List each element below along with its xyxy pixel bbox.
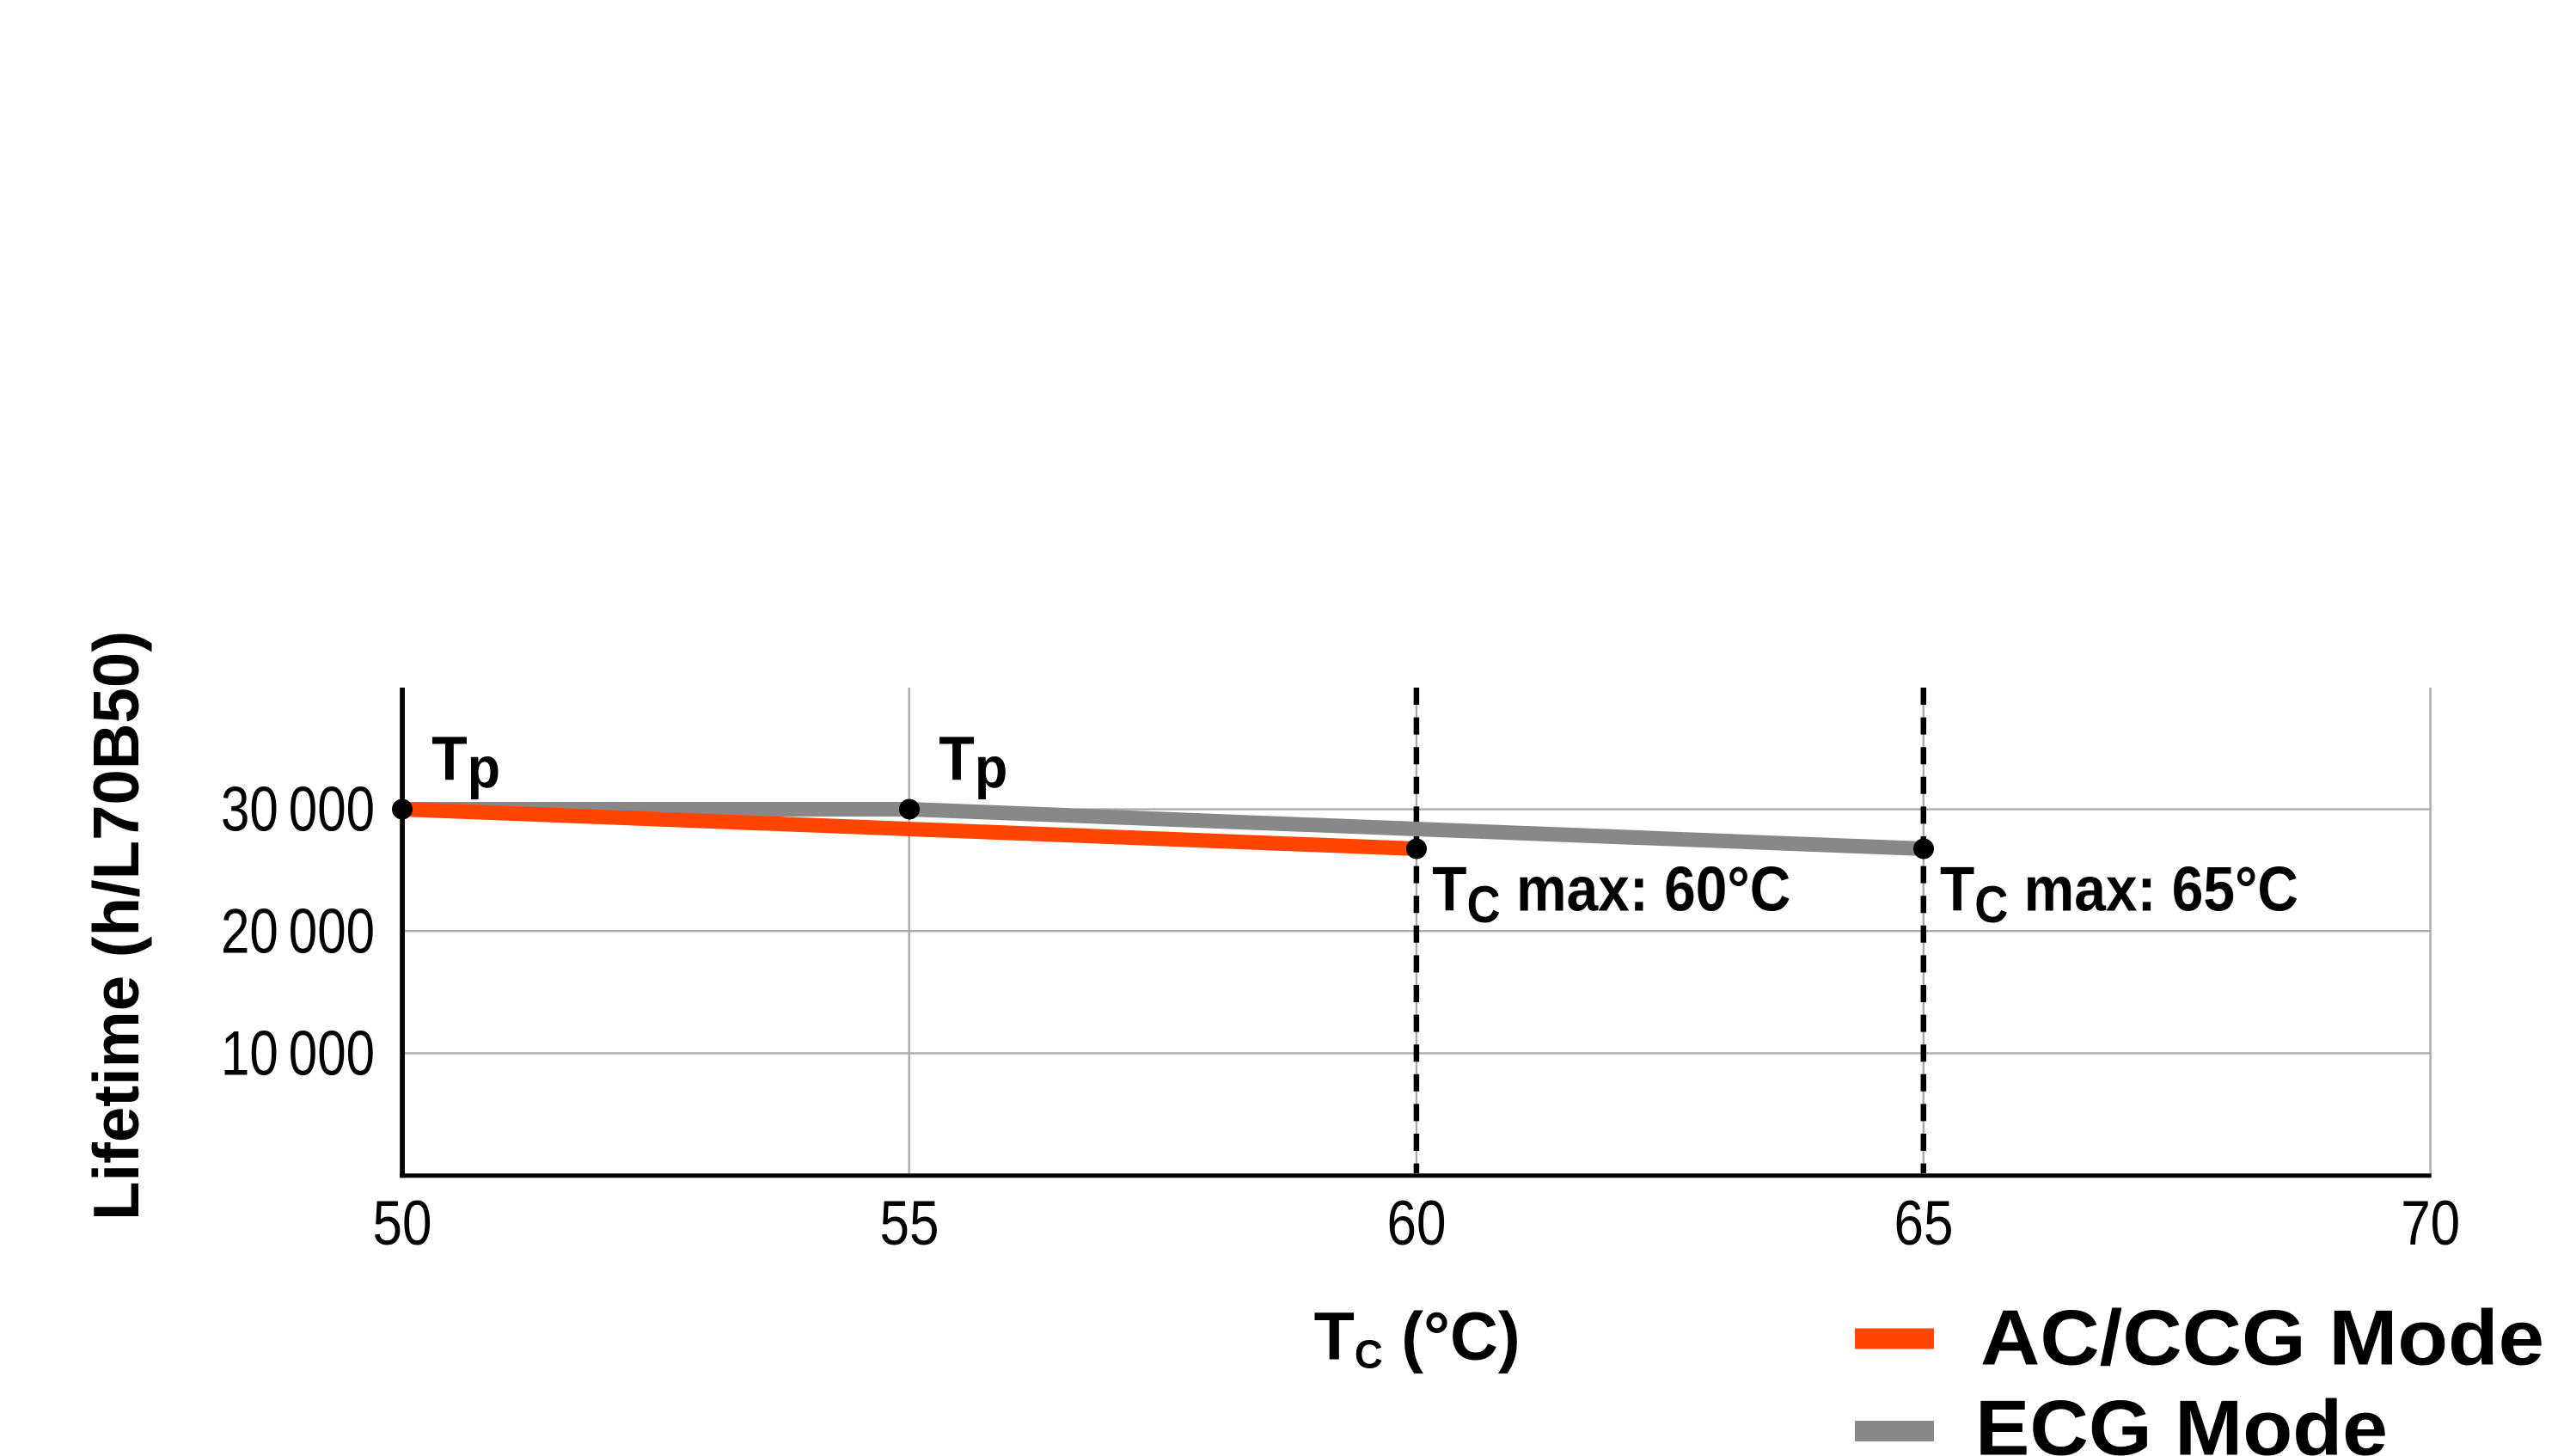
svg-text:Tp: Tp <box>431 724 500 800</box>
svg-text:65: 65 <box>1894 1189 1954 1258</box>
svg-text:10 000: 10 000 <box>221 1019 375 1089</box>
svg-text:20 000: 20 000 <box>221 896 375 966</box>
svg-text:AC/CCG Mode: AC/CCG Mode <box>1980 1295 2544 1382</box>
svg-text:ECG Mode: ECG Mode <box>1975 1385 2388 1456</box>
svg-text:50: 50 <box>373 1189 432 1258</box>
svg-text:30 000: 30 000 <box>221 775 375 845</box>
svg-text:TC (°C): TC (°C) <box>1314 1297 1521 1376</box>
svg-text:Lifetime (h/L70B50): Lifetime (h/L70B50) <box>80 631 152 1220</box>
svg-text:55: 55 <box>880 1189 939 1258</box>
svg-text:60: 60 <box>1387 1189 1447 1258</box>
svg-text:70: 70 <box>2401 1189 2460 1258</box>
svg-text:Tp: Tp <box>939 724 1007 800</box>
